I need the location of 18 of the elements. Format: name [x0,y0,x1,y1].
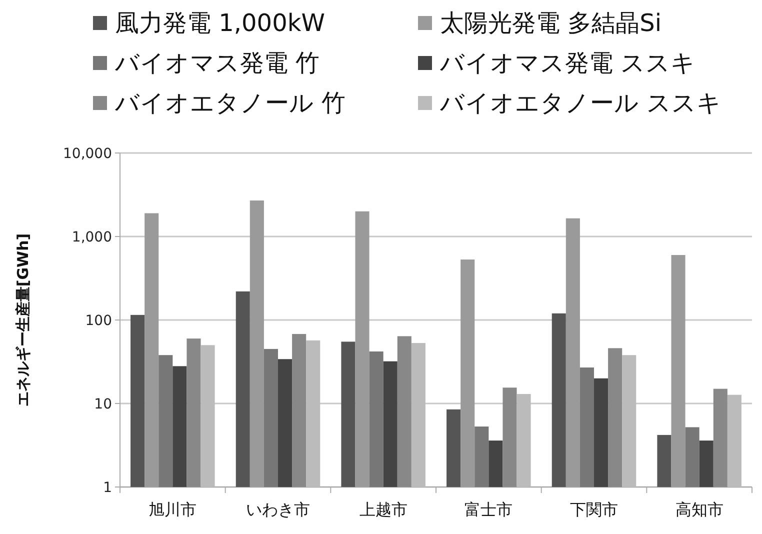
legend-label: バイオエタノール ススキ [439,89,722,117]
x-tick-label: いわき市 [246,500,310,519]
x-tick-label: 上越市 [359,500,408,519]
legend-label: バイオマス発電 ススキ [439,49,696,77]
legend-label: 太陽光発電 多結晶Si [440,9,662,37]
y-axis-title: エネルギー生産量[GWh] [14,233,32,407]
y-tick-label: 1,000 [72,230,112,246]
x-tick-label: 下関市 [570,500,618,519]
y-tick-label: 100 [85,313,112,329]
y-tick-label: 10 [94,396,112,412]
legend-label: 風力発電 1,000kW [115,9,325,37]
legend-label: バイオマス発電 竹 [114,49,320,77]
x-tick-label: 富士市 [464,500,513,519]
y-tick-label: 10,000 [63,146,112,162]
y-tick-label: 1 [103,480,112,496]
x-tick-label: 高知市 [675,500,724,519]
legend-label: バイオエタノール 竹 [114,89,346,117]
x-tick-label: 旭川市 [148,500,197,519]
